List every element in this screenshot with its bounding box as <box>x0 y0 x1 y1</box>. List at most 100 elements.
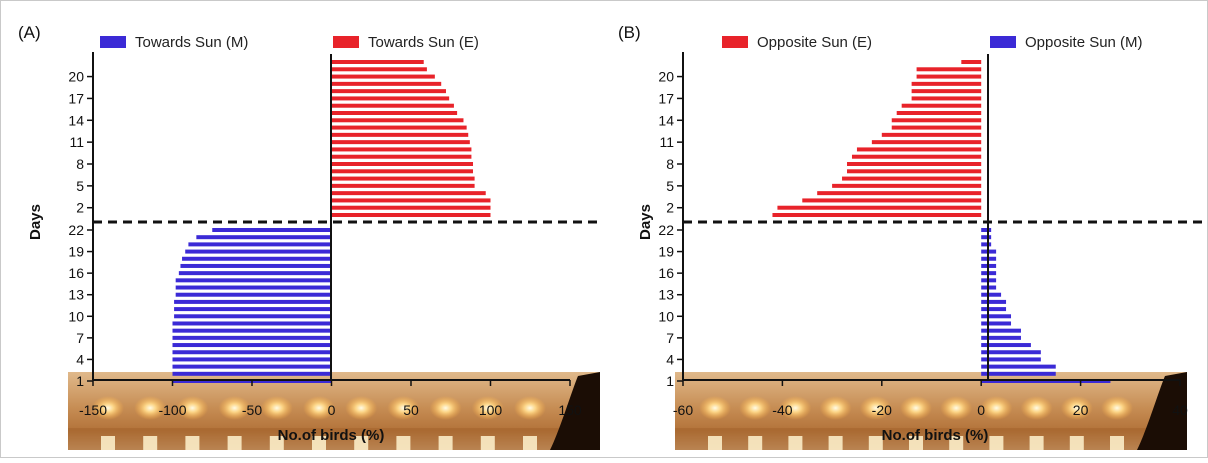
x-tick-label: -100 <box>158 402 186 418</box>
bar-opposite-sun-e--day-2 <box>777 205 982 210</box>
bar-opposite-sun-m--day-10 <box>981 314 1012 319</box>
y-tick-label: 14 <box>658 112 674 128</box>
y-tick-label: 19 <box>658 244 674 260</box>
bar-towards-sun-m--day-3 <box>172 364 332 369</box>
bar-towards-sun-e--day-21 <box>331 67 427 72</box>
bar-opposite-sun-e--day-13 <box>891 125 982 130</box>
bar-opposite-sun-m--day-5 <box>981 350 1041 355</box>
bar-towards-sun-m--day-7 <box>172 335 332 340</box>
legend-swatch <box>333 36 359 48</box>
y-tick-label: 19 <box>68 244 84 260</box>
bar-towards-sun-e--day-11 <box>331 140 470 145</box>
bar-opposite-sun-e--day-4 <box>817 191 982 196</box>
bar-opposite-sun-m--day-11 <box>981 307 1007 312</box>
y-tick-label: 10 <box>68 308 84 324</box>
lamp-glow-icon <box>260 396 293 420</box>
lamp-glow-icon <box>980 396 1013 420</box>
lamp-glow-icon <box>176 396 209 420</box>
bar-towards-sun-e--day-2 <box>331 205 491 210</box>
y-tick-label: 4 <box>666 351 674 367</box>
bar-towards-sun-m--day-17 <box>180 263 332 268</box>
bar-towards-sun-e--day-16 <box>331 103 454 108</box>
lamp-reflection-icon <box>828 436 843 450</box>
bar-towards-sun-m--day-18 <box>182 256 332 261</box>
y-tick-label: 7 <box>666 330 674 346</box>
x-tick-label: -40 <box>772 402 792 418</box>
lamp-reflection-icon <box>101 436 115 450</box>
lamp-reflection-icon <box>708 436 722 450</box>
lamp-reflection-icon <box>269 436 284 450</box>
bar-opposite-sun-m--day-21 <box>981 235 992 240</box>
bar-towards-sun-m--day-15 <box>175 278 332 283</box>
bar-towards-sun-m--day-8 <box>172 328 332 333</box>
x-tick-label: 100 <box>479 402 503 418</box>
lamp-glow-icon <box>779 396 812 420</box>
bar-towards-sun-e--day-5 <box>331 183 475 188</box>
lamp-reflection-icon <box>1110 436 1124 450</box>
legend-swatch <box>722 36 748 48</box>
lamp-reflection-icon <box>438 436 453 450</box>
legend-swatch <box>100 36 126 48</box>
x-tick-label: 20 <box>1073 402 1089 418</box>
lamp-glow-icon <box>303 396 335 420</box>
y-tick-label: 11 <box>659 134 674 150</box>
bar-towards-sun-m--day-22 <box>212 228 332 232</box>
lamp-glow-icon <box>739 396 772 420</box>
lamp-reflection-icon <box>396 436 411 450</box>
lamp-glow-icon <box>514 396 546 420</box>
x-tick-label: 0 <box>328 402 336 418</box>
y-tick-label: 1 <box>666 373 674 389</box>
bar-opposite-sun-m--day-13 <box>981 292 1002 297</box>
y-tick-label: 7 <box>76 330 84 346</box>
bar-towards-sun-e--day-19 <box>331 81 442 86</box>
y-tick-label: 13 <box>68 287 84 303</box>
legend-label: Towards Sun (M) <box>135 34 248 51</box>
lamp-reflection-icon <box>312 436 326 450</box>
y-tick-label: 11 <box>69 134 84 150</box>
bar-opposite-sun-e--day-18 <box>911 89 982 94</box>
bar-opposite-sun-e--day-10 <box>856 147 982 152</box>
x-tick-label: -50 <box>242 402 262 418</box>
bar-opposite-sun-m--day-9 <box>981 321 1012 326</box>
lamp-glow-icon <box>387 396 420 420</box>
bar-opposite-sun-m--day-20 <box>981 242 992 247</box>
y-tick-label: 5 <box>76 178 84 194</box>
bar-towards-sun-e--day-6 <box>331 176 475 181</box>
bar-opposite-sun-e--day-16 <box>901 103 982 108</box>
y-tick-label: 8 <box>666 156 674 172</box>
y-axis-label: Days <box>637 204 654 240</box>
lamp-reflection-icon <box>354 436 369 450</box>
bar-opposite-sun-e--day-11 <box>871 140 982 145</box>
y-tick-label: 13 <box>658 287 674 303</box>
bar-opposite-sun-e--day-9 <box>851 154 982 159</box>
y-tick-label: 17 <box>68 90 84 106</box>
lamp-reflection-icon <box>227 436 242 450</box>
bar-opposite-sun-m--day-8 <box>981 328 1021 333</box>
legend-label: Opposite Sun (E) <box>757 34 872 51</box>
bar-towards-sun-m--day-21 <box>196 235 332 240</box>
lamp-glow-icon <box>92 396 124 420</box>
bar-towards-sun-e--day-17 <box>331 96 450 101</box>
bar-towards-sun-m--day-13 <box>175 292 332 297</box>
lamp-reflection-icon <box>788 436 803 450</box>
lamp-reflection-icon <box>989 436 1004 450</box>
y-tick-label: 2 <box>666 200 674 216</box>
bar-opposite-sun-e--day-19 <box>911 81 982 86</box>
x-tick-label: -20 <box>872 402 892 418</box>
x-tick-label: -60 <box>673 402 693 418</box>
bar-towards-sun-e--day-8 <box>331 162 474 166</box>
bar-towards-sun-m--day-14 <box>175 285 332 290</box>
y-tick-label: 16 <box>68 265 84 281</box>
lamp-glow-icon <box>1020 396 1053 420</box>
bar-opposite-sun-e--day-14 <box>891 118 982 123</box>
bar-opposite-sun-e--day-1 <box>772 213 982 217</box>
bar-opposite-sun-e--day-21 <box>916 67 982 72</box>
bird-silhouette-icon <box>550 372 600 450</box>
legend-swatch <box>990 36 1016 48</box>
bar-opposite-sun-e--day-15 <box>896 111 982 115</box>
bar-opposite-sun-e--day-20 <box>916 74 982 79</box>
x-tick-label: 0 <box>977 402 985 418</box>
bar-towards-sun-e--day-1 <box>331 213 491 217</box>
